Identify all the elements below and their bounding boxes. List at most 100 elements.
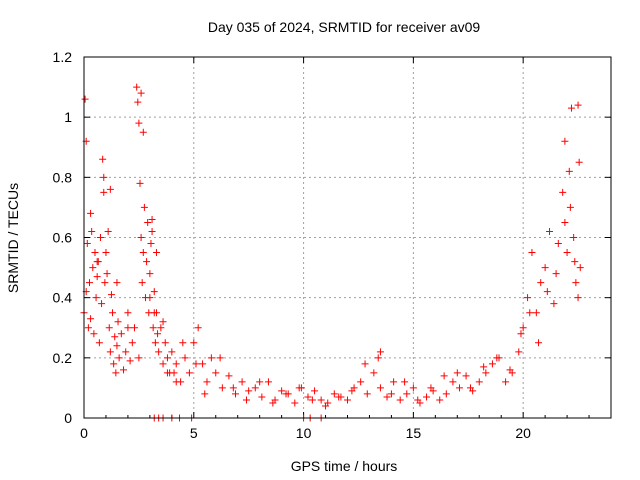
- data-point: [112, 369, 120, 377]
- data-point: [269, 399, 277, 407]
- data-point: [98, 300, 106, 308]
- data-point: [170, 369, 178, 377]
- data-point: [442, 390, 450, 398]
- data-point: [409, 384, 417, 392]
- data-point: [155, 348, 163, 356]
- data-point: [229, 384, 237, 392]
- data-point: [295, 384, 303, 392]
- data-point: [201, 390, 209, 398]
- data-point: [90, 330, 98, 338]
- data-point: [140, 203, 148, 211]
- data-point: [563, 249, 571, 257]
- data-point: [185, 369, 193, 377]
- data-point: [455, 384, 463, 392]
- data-point: [570, 234, 578, 241]
- data-point: [89, 264, 97, 272]
- data-point: [91, 249, 99, 257]
- data-point: [567, 104, 575, 112]
- x-tick-label: 10: [296, 425, 312, 441]
- data-point: [264, 378, 272, 386]
- data-point: [524, 294, 532, 302]
- data-series-srmtid: [80, 83, 584, 422]
- data-point: [423, 393, 431, 401]
- data-point: [453, 369, 461, 377]
- y-tick-label: 0.6: [53, 230, 73, 246]
- data-point: [95, 339, 103, 347]
- data-point: [104, 227, 112, 235]
- x-axis-label: GPS time / hours: [291, 458, 398, 474]
- y-tick-label: 0: [64, 410, 72, 426]
- data-point: [137, 234, 145, 241]
- data-point: [159, 318, 167, 326]
- data-point: [103, 270, 111, 278]
- data-point: [515, 348, 523, 356]
- data-point: [357, 378, 365, 386]
- series-srmtid: [80, 83, 584, 422]
- data-point: [572, 279, 580, 287]
- data-point: [126, 357, 134, 365]
- data-point: [105, 324, 113, 332]
- data-point: [304, 393, 312, 401]
- data-point: [157, 324, 165, 332]
- data-point: [519, 324, 527, 332]
- data-point: [535, 339, 543, 347]
- data-point: [543, 288, 551, 296]
- data-point: [101, 279, 109, 287]
- data-point: [113, 342, 121, 350]
- data-point: [190, 339, 198, 347]
- data-point: [194, 324, 202, 332]
- x-tick-label: 0: [80, 425, 88, 441]
- data-point: [131, 324, 139, 332]
- data-point: [114, 318, 122, 326]
- data-point: [565, 167, 573, 175]
- data-point: [311, 387, 319, 395]
- data-point: [482, 369, 490, 377]
- data-point: [203, 378, 211, 386]
- data-point: [172, 360, 180, 368]
- data-point: [106, 348, 114, 356]
- data-point: [87, 209, 95, 217]
- data-point: [100, 173, 108, 181]
- x-tick-label: 15: [406, 425, 422, 441]
- data-point: [92, 294, 100, 302]
- data-point: [124, 324, 132, 332]
- data-point: [87, 315, 95, 323]
- data-point: [151, 339, 159, 347]
- data-point: [128, 339, 136, 347]
- data-point: [81, 95, 89, 103]
- data-point: [216, 354, 224, 362]
- data-point: [148, 215, 156, 223]
- data-point: [154, 330, 162, 338]
- data-point: [192, 360, 200, 368]
- data-point: [390, 378, 398, 386]
- data-point: [526, 309, 534, 317]
- data-point: [506, 366, 514, 374]
- y-axis-label: SRMTID / TECUs: [5, 183, 21, 293]
- data-point: [387, 390, 395, 398]
- data-point: [152, 249, 160, 257]
- data-point: [396, 396, 404, 404]
- data-point: [117, 330, 125, 338]
- data-point: [282, 390, 290, 398]
- data-point: [93, 273, 101, 281]
- data-point: [232, 390, 240, 398]
- data-point: [93, 258, 101, 266]
- data-point: [172, 378, 180, 386]
- data-point: [139, 249, 147, 257]
- data-point: [150, 288, 158, 296]
- data-point: [574, 101, 582, 109]
- data-point: [161, 339, 169, 347]
- data-point: [168, 348, 176, 356]
- plot-frame: [83, 56, 612, 419]
- data-point: [370, 369, 378, 377]
- y-tick-label: 1.2: [53, 49, 73, 65]
- data-point: [113, 279, 121, 287]
- data-point: [135, 354, 143, 362]
- data-point: [146, 294, 154, 302]
- data-point: [414, 396, 422, 404]
- chart-title: Day 035 of 2024, SRMTID for receiver av0…: [208, 19, 481, 35]
- data-point: [225, 372, 233, 380]
- data-point: [136, 179, 144, 187]
- data-point: [344, 396, 351, 404]
- data-point: [179, 339, 187, 347]
